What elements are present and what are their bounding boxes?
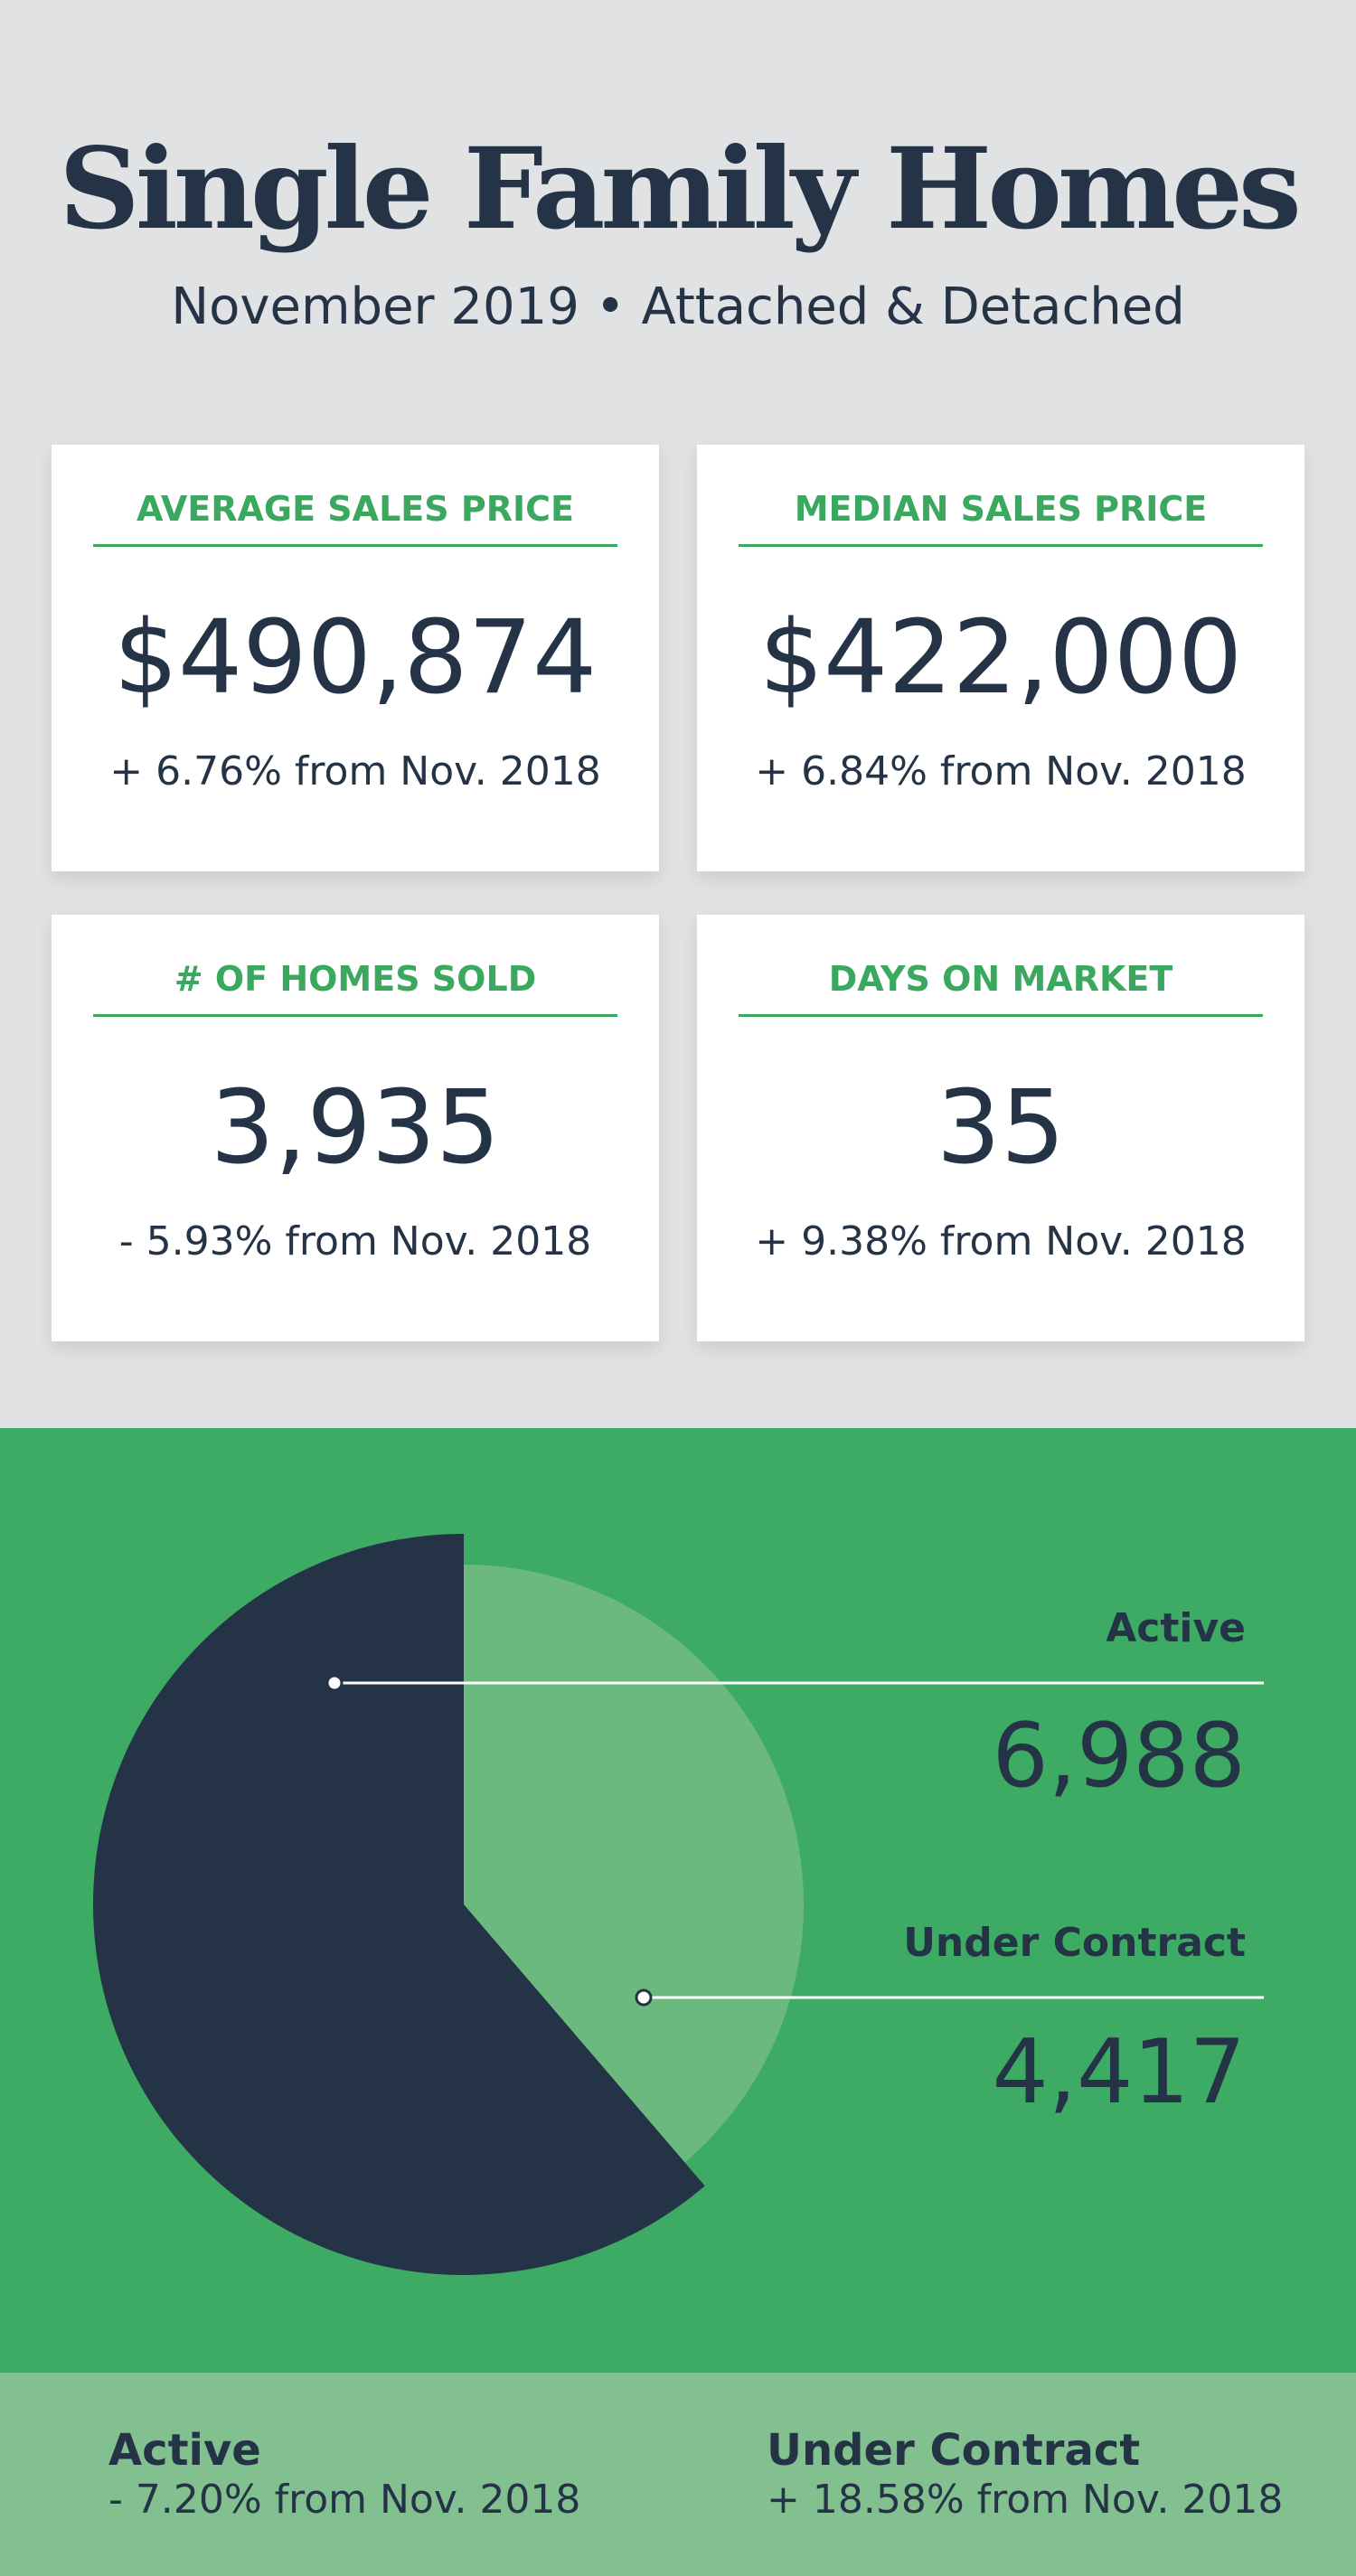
- footer-active: Active - 7.20% from Nov. 2018: [108, 2427, 580, 2524]
- card-change: + 6.76% from Nov. 2018: [109, 748, 601, 794]
- leader-marker-active: [325, 1674, 344, 1692]
- footer-under-contract-label: Under Contract: [767, 2425, 1141, 2476]
- leader-marker-under-contract: [635, 1988, 653, 2007]
- card-change: + 9.38% from Nov. 2018: [755, 1218, 1247, 1264]
- card-change: + 6.84% from Nov. 2018: [755, 748, 1247, 794]
- footer-active-label: Active: [108, 2425, 261, 2476]
- page-title: Single Family Homes: [59, 124, 1302, 255]
- days-on-market-card: DAYS ON MARKET 35 + 9.38% from Nov. 2018: [697, 915, 1304, 1341]
- header: Single Family Homes November 2019 • Atta…: [0, 0, 1356, 425]
- pie-slice-under-contract: [464, 1565, 804, 2163]
- homes-sold-card: # OF HOMES SOLD 3,935 - 5.93% from Nov. …: [52, 915, 659, 1341]
- pie-chart-section: Active 6,988 Under Contract 4,417: [0, 1428, 1356, 2373]
- card-change: - 5.93% from Nov. 2018: [118, 1218, 592, 1264]
- legend-value-active: 6,988: [992, 1705, 1246, 1808]
- footer-under-contract: Under Contract + 18.58% from Nov. 2018: [767, 2427, 1283, 2524]
- footer-active-change: - 7.20% from Nov. 2018: [108, 2476, 581, 2523]
- card-label: AVERAGE SALES PRICE: [93, 483, 617, 547]
- legend-value-under-contract: 4,417: [992, 2021, 1246, 2124]
- card-label: # OF HOMES SOLD: [93, 953, 617, 1017]
- card-label: MEDIAN SALES PRICE: [739, 483, 1263, 547]
- pie-slice-active: [93, 1534, 705, 2275]
- pie-chart: [93, 1534, 1264, 2275]
- average-sales-price-card: AVERAGE SALES PRICE $490,874 + 6.76% fro…: [52, 445, 659, 871]
- legend-label-under-contract: Under Contract: [903, 1920, 1246, 1966]
- footer: Active - 7.20% from Nov. 2018 Under Cont…: [0, 2373, 1356, 2576]
- card-value: 35: [936, 1069, 1066, 1187]
- card-value: $490,874: [113, 599, 598, 717]
- footer-under-contract-change: + 18.58% from Nov. 2018: [767, 2476, 1284, 2523]
- card-label: DAYS ON MARKET: [739, 953, 1263, 1017]
- card-value: $422,000: [758, 599, 1243, 717]
- median-sales-price-card: MEDIAN SALES PRICE $422,000 + 6.84% from…: [697, 445, 1304, 871]
- page-subtitle: November 2019 • Attached & Detached: [171, 277, 1185, 336]
- card-value: 3,935: [210, 1069, 501, 1187]
- legend-label-active: Active: [1106, 1605, 1246, 1651]
